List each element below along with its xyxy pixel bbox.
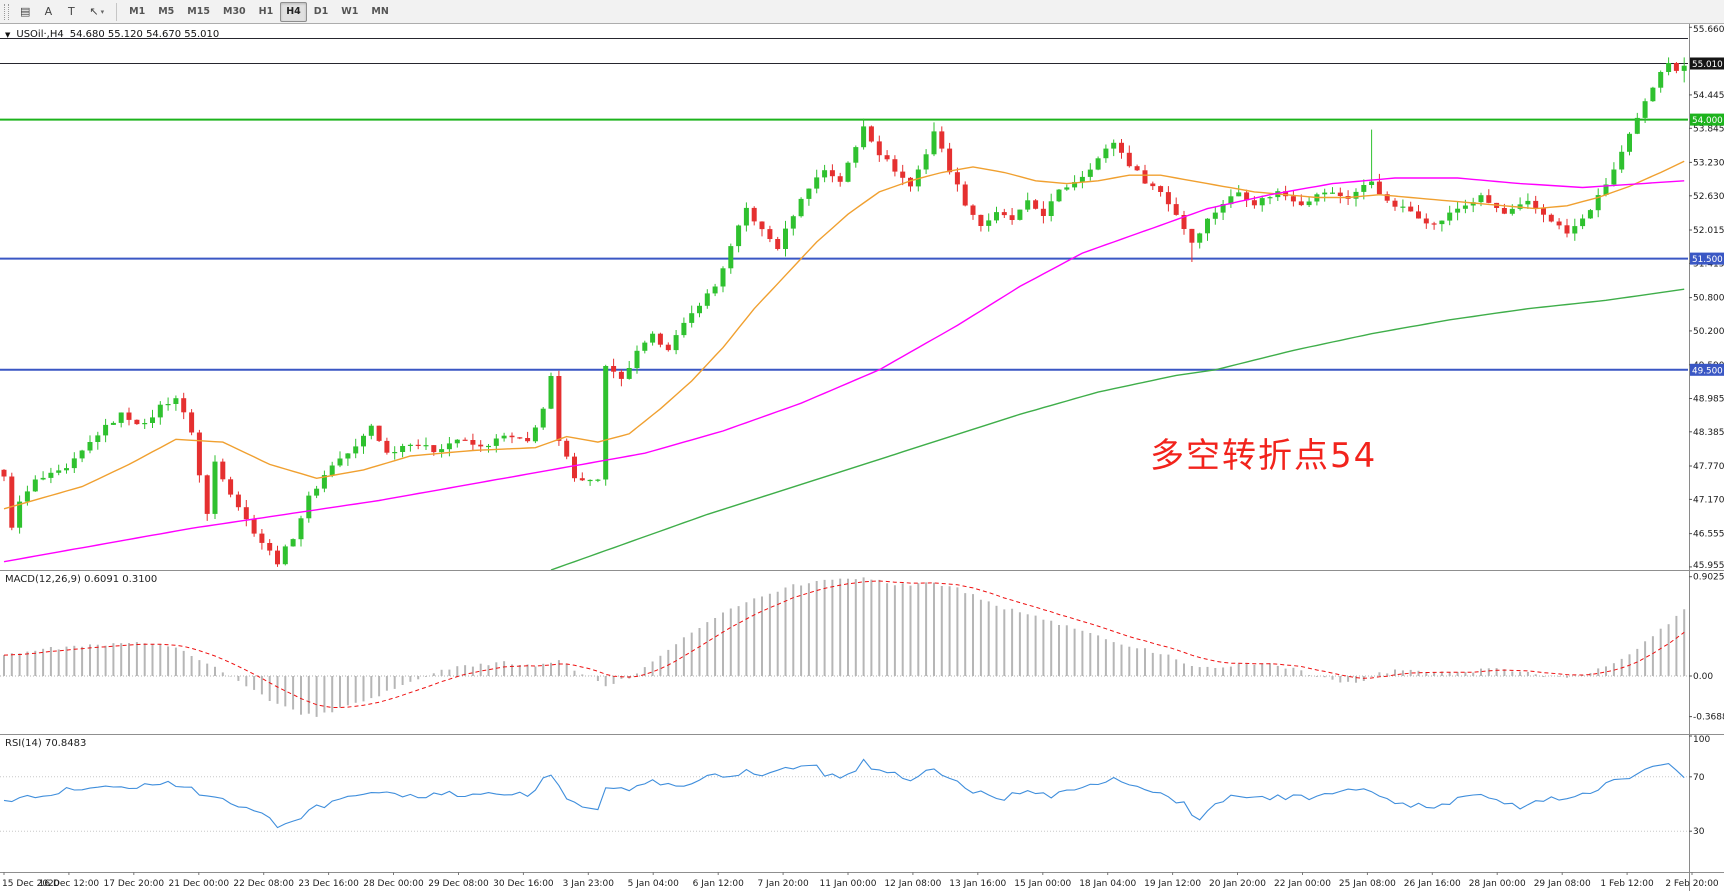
svg-text:100: 100 — [1693, 735, 1710, 745]
svg-text:12 Jan 08:00: 12 Jan 08:00 — [884, 879, 941, 889]
svg-text:28 Dec 00:00: 28 Dec 00:00 — [363, 879, 424, 889]
timeframe-button-m1[interactable]: M1 — [129, 6, 146, 17]
text-box-tool-button[interactable]: T — [68, 5, 75, 18]
toolbar: ▤ A T ↖ ▾ M1 M5 M15 M30 H1 H4 D1 W1 MN — [0, 0, 1724, 24]
price-axis[interactable]: 55.66054.44553.84553.23052.63052.01551.4… — [1689, 24, 1724, 570]
rsi-indicator-label: RSI(14) 70.8483 — [5, 738, 87, 749]
svg-text:25 Jan 08:00: 25 Jan 08:00 — [1339, 879, 1396, 889]
svg-text:20 Jan 20:00: 20 Jan 20:00 — [1209, 879, 1266, 889]
chart-annotation-text[interactable]: 多空转折点54 — [1150, 436, 1378, 476]
svg-text:6 Jan 12:00: 6 Jan 12:00 — [693, 879, 745, 889]
svg-text:11 Jan 00:00: 11 Jan 00:00 — [820, 879, 877, 889]
svg-text:29 Dec 08:00: 29 Dec 08:00 — [428, 879, 489, 889]
timeframe-button-h1[interactable]: H1 — [258, 6, 274, 17]
svg-text:47.770: 47.770 — [1693, 462, 1724, 472]
macd-indicator-label: MACD(12,26,9) 0.6091 0.3100 — [5, 574, 158, 585]
svg-text:52.630: 52.630 — [1693, 192, 1724, 202]
svg-text:30: 30 — [1693, 827, 1705, 837]
svg-text:53.230: 53.230 — [1693, 158, 1724, 168]
rsi-line — [3, 758, 1685, 829]
svg-text:48.385: 48.385 — [1693, 428, 1724, 438]
svg-text:2 Feb 20:00: 2 Feb 20:00 — [1665, 879, 1719, 889]
svg-text:-0.3688: -0.3688 — [1693, 713, 1724, 723]
svg-text:55.660: 55.660 — [1693, 25, 1724, 35]
macd-signal-line — [3, 580, 1685, 708]
svg-text:29 Jan 08:00: 29 Jan 08:00 — [1534, 879, 1591, 889]
svg-text:55.010: 55.010 — [1692, 60, 1723, 70]
svg-text:53.845: 53.845 — [1693, 124, 1724, 134]
timeframe-button-h4[interactable]: H4 — [280, 1, 307, 22]
svg-text:50.200: 50.200 — [1693, 327, 1724, 337]
svg-text:47.170: 47.170 — [1693, 495, 1724, 505]
price-badge-49.500 — [1690, 363, 1724, 376]
svg-text:26 Jan 16:00: 26 Jan 16:00 — [1404, 879, 1461, 889]
macd-histogram — [3, 577, 1686, 717]
svg-text:19 Jan 12:00: 19 Jan 12:00 — [1144, 879, 1201, 889]
svg-text:23 Dec 16:00: 23 Dec 16:00 — [298, 879, 359, 889]
ma-medium-magenta-line — [3, 177, 1685, 563]
svg-text:54.445: 54.445 — [1693, 91, 1724, 101]
chart-context-triangle-icon[interactable]: ▼ — [5, 31, 11, 39]
macd-indicator-panel[interactable]: 0.9025 0.00 -0.3688 — [0, 570, 1724, 734]
svg-text:70: 70 — [1693, 773, 1705, 783]
timeframes-group: M1 M5 M15 M30 H1 H4 D1 W1 MN — [123, 1, 395, 22]
ma-slow-green-line — [550, 288, 1685, 570]
svg-text:1 Feb 12:00: 1 Feb 12:00 — [1600, 879, 1654, 889]
svg-text:45.955: 45.955 — [1693, 561, 1724, 570]
ma-fast-orange-line — [3, 160, 1685, 510]
rsi-indicator-panel[interactable]: 100 70 30 — [0, 734, 1724, 872]
candlesticks — [1, 57, 1687, 567]
svg-text:49.500: 49.500 — [1692, 366, 1723, 376]
svg-text:17 Dec 20:00: 17 Dec 20:00 — [104, 879, 165, 889]
svg-text:7 Jan 20:00: 7 Jan 20:00 — [757, 879, 809, 889]
price-badge-55.010 — [1690, 57, 1724, 70]
svg-text:3 Jan 23:00: 3 Jan 23:00 — [563, 879, 615, 889]
svg-text:13 Jan 16:00: 13 Jan 16:00 — [949, 879, 1006, 889]
price-badge-51.500 — [1690, 252, 1724, 265]
timeframe-button-d1[interactable]: D1 — [313, 6, 329, 17]
svg-text:16 Dec 12:00: 16 Dec 12:00 — [39, 879, 100, 889]
chart-ohlc-values: 54.680 55.120 54.670 55.010 — [69, 29, 220, 40]
svg-text:5 Jan 04:00: 5 Jan 04:00 — [628, 879, 680, 889]
text-label-tool-button[interactable]: A — [44, 5, 53, 18]
timeframe-button-w1[interactable]: W1 — [341, 6, 359, 17]
toolbar-drag-handle[interactable] — [4, 3, 9, 20]
svg-text:28 Jan 00:00: 28 Jan 00:00 — [1469, 879, 1526, 889]
svg-text:46.555: 46.555 — [1693, 530, 1724, 540]
main-price-chart[interactable]: 55.66054.44553.84553.23052.63052.01551.4… — [0, 24, 1724, 570]
svg-text:21 Dec 00:00: 21 Dec 00:00 — [169, 879, 230, 889]
chart-symbol-label: USOil·,H4 — [16, 29, 64, 40]
arrow-tool-tool-button[interactable]: ↖ ▾ — [89, 5, 105, 18]
timeframe-button-m15[interactable]: M15 — [187, 6, 210, 17]
chevron-down-icon[interactable]: ▾ — [100, 7, 105, 16]
svg-text:15 Jan 00:00: 15 Jan 00:00 — [1014, 879, 1071, 889]
timeframe-button-mn[interactable]: MN — [371, 6, 389, 17]
price-badge-54.000 — [1690, 113, 1724, 126]
svg-text:48.985: 48.985 — [1693, 395, 1724, 405]
horizontal-lines — [0, 38, 1688, 371]
timeframe-button-m30[interactable]: M30 — [222, 6, 246, 17]
toolbar-separator — [116, 2, 118, 21]
svg-text:22 Dec 08:00: 22 Dec 08:00 — [233, 879, 294, 889]
svg-text:0.00: 0.00 — [1693, 672, 1713, 682]
svg-text:52.015: 52.015 — [1693, 226, 1724, 236]
svg-text:54.000: 54.000 — [1692, 116, 1723, 126]
drawing-tools-group: ▤ A T ↖ ▾ — [14, 2, 110, 22]
svg-text:18 Jan 04:00: 18 Jan 04:00 — [1079, 879, 1136, 889]
chart-header: ▼ USOil·,H4 54.680 55.120 54.670 55.010 — [5, 29, 219, 40]
templates-tool-button[interactable]: ▤ — [20, 5, 31, 18]
timeframe-button-m5[interactable]: M5 — [158, 6, 175, 17]
svg-text:30 Dec 16:00: 30 Dec 16:00 — [493, 879, 554, 889]
svg-text:0.9025: 0.9025 — [1693, 573, 1724, 583]
svg-text:51.500: 51.500 — [1692, 255, 1723, 265]
svg-text:22 Jan 00:00: 22 Jan 00:00 — [1274, 879, 1331, 889]
svg-text:15 Dec 2020: 15 Dec 2020 — [2, 879, 60, 889]
svg-text:50.800: 50.800 — [1693, 294, 1724, 304]
